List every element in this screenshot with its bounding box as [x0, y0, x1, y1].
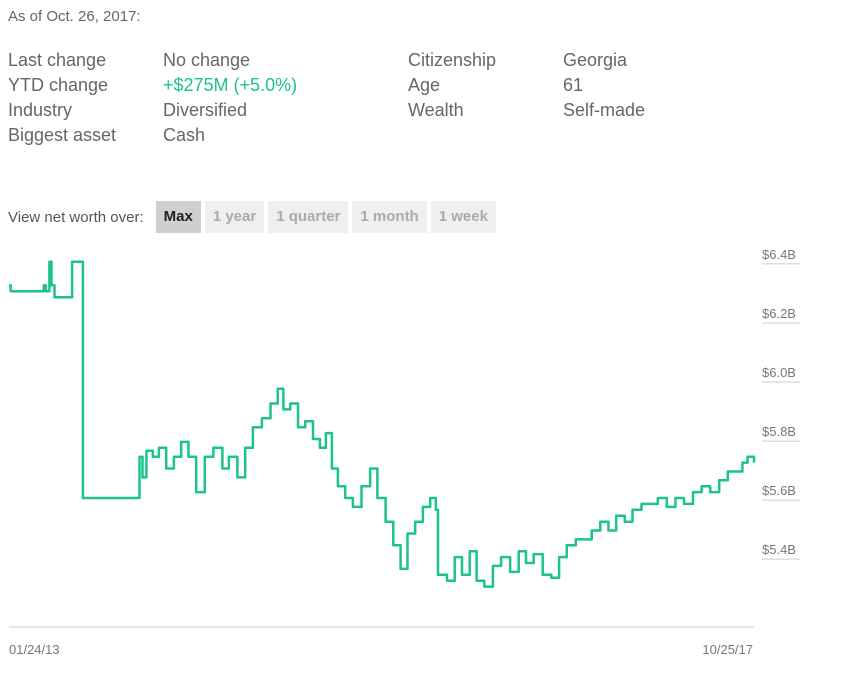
range-option-1-year[interactable]: 1 year — [204, 201, 265, 233]
fact-label: Industry — [8, 100, 73, 120]
range-buttons: Max 1 year 1 quarter 1 month 1 week — [155, 201, 500, 233]
range-selector-label: View net worth over: — [8, 208, 144, 226]
fact-label: Biggest asset — [8, 125, 117, 145]
x-tick-label-start: 01/24/13 — [9, 642, 60, 657]
y-tick-label: $6.2B — [762, 306, 796, 321]
y-tick-label: $6.4B — [762, 247, 796, 262]
fact-label: Age — [408, 75, 441, 95]
fact-value: Self-made — [563, 100, 646, 120]
fact-label: Last change — [8, 50, 107, 70]
y-tick-label: $6.0B — [762, 365, 796, 380]
range-option-1-week[interactable]: 1 week — [430, 201, 496, 233]
fact-label: Wealth — [408, 100, 464, 120]
fact-label: Citizenship — [408, 50, 497, 70]
range-option-1-quarter[interactable]: 1 quarter — [268, 201, 349, 233]
range-selector: View net worth over: Max 1 year 1 quarter 1… — [8, 201, 500, 233]
range-option-1-month[interactable]: 1 month — [352, 201, 427, 233]
x-tick-label-end: 10/25/17 — [702, 642, 753, 657]
fact-value: Cash — [163, 125, 206, 145]
fact-value: 61 — [563, 75, 584, 95]
net-worth-line — [9, 260, 756, 588]
fact-value: +$275M (+5.0%) — [163, 75, 298, 95]
y-tick-label: $5.6B — [762, 483, 796, 498]
y-tick-label: $5.8B — [762, 424, 796, 439]
fact-value: No change — [163, 50, 251, 70]
y-tick-label: $5.4B — [762, 542, 796, 557]
range-option-max[interactable]: Max — [155, 201, 201, 233]
fact-value: Diversified — [163, 100, 248, 120]
as-of-date: As of Oct. 26, 2017: — [8, 8, 141, 25]
fact-label: YTD change — [8, 75, 109, 95]
fact-value: Georgia — [563, 50, 628, 70]
